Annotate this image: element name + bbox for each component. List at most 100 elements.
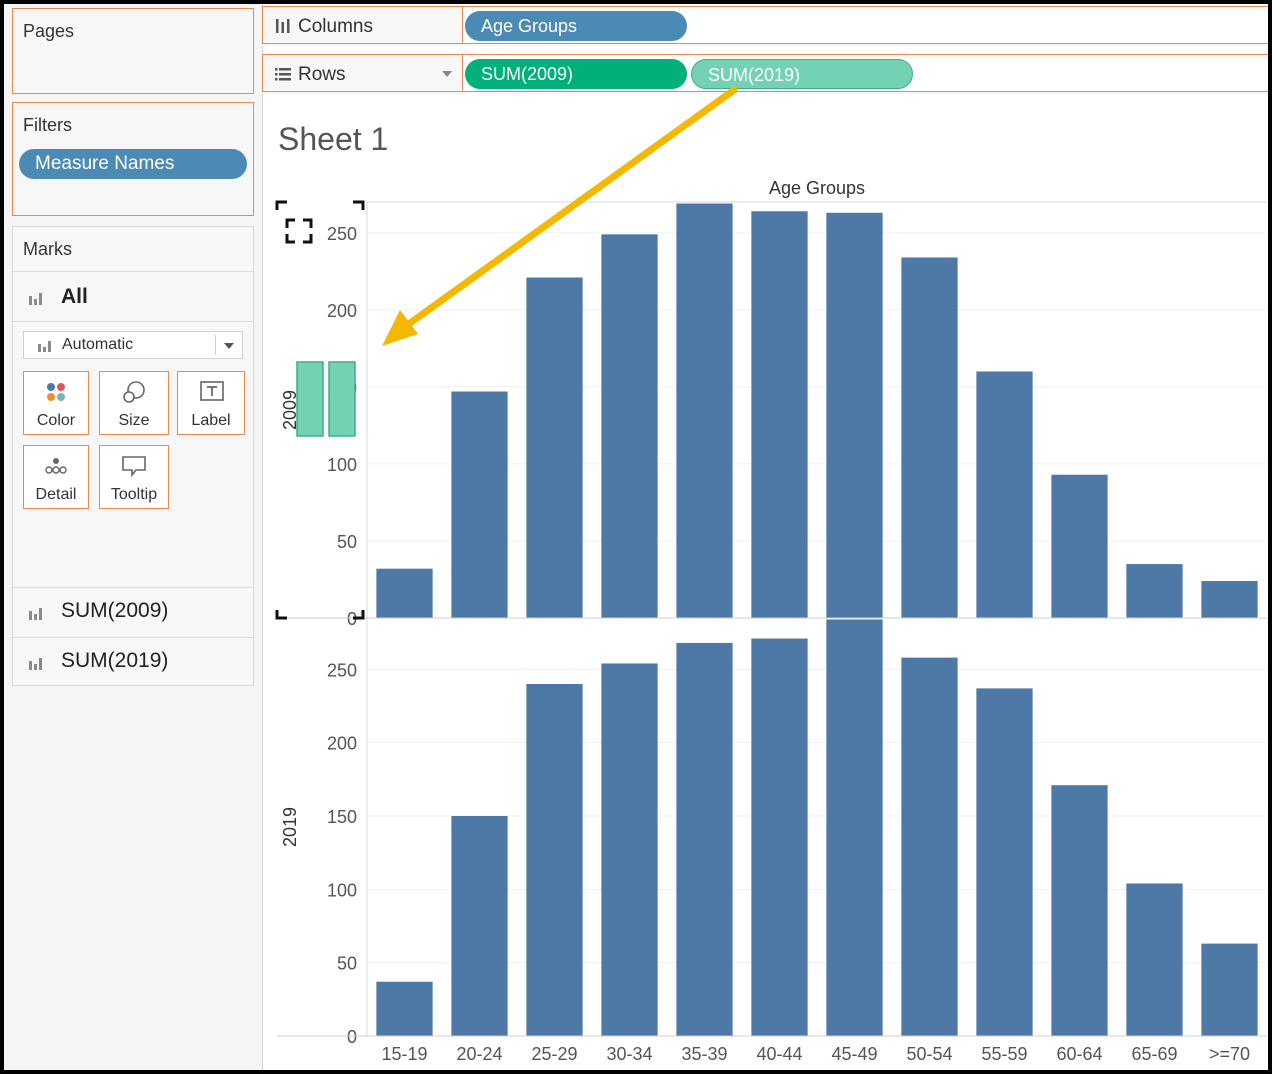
- y-tick-label: 50: [337, 532, 357, 552]
- sheet-title: Sheet 1: [278, 121, 388, 157]
- bar: [901, 257, 958, 618]
- expand-icon: [285, 218, 313, 244]
- bar: [601, 663, 658, 1036]
- x-tick-label: 35-39: [681, 1044, 727, 1064]
- y-tick-label: 50: [337, 954, 357, 974]
- bar: [526, 277, 583, 618]
- x-tick-label: 65-69: [1131, 1044, 1177, 1064]
- tooltip-button[interactable]: Tooltip: [99, 445, 169, 509]
- columns-icon: [276, 19, 290, 33]
- mark-type-dropdown[interactable]: Automatic: [23, 331, 243, 359]
- x-tick-label: 40-44: [756, 1044, 802, 1064]
- columns-drop-area[interactable]: Age Groups: [462, 6, 1268, 44]
- bar: [376, 568, 433, 618]
- rows-drop-area[interactable]: SUM(2009) SUM(2019): [462, 54, 1268, 92]
- x-tick-label: 55-59: [981, 1044, 1027, 1064]
- y-tick-label: 200: [327, 301, 357, 321]
- rows-icon: [275, 68, 291, 81]
- bar: [976, 371, 1033, 618]
- divider: [13, 587, 253, 588]
- columns-shelf: Columns Age Groups: [262, 6, 1268, 46]
- marks-all-row[interactable]: All: [13, 273, 253, 321]
- color-dots-icon: [47, 383, 65, 401]
- y-axis-title: 2009: [280, 390, 300, 430]
- marks-label: Marks: [23, 239, 72, 259]
- size-icon: [123, 381, 145, 403]
- bar-chart-icon: [29, 658, 42, 670]
- chevron-down-icon[interactable]: [442, 71, 452, 77]
- x-tick-label: 25-29: [531, 1044, 577, 1064]
- detail-button[interactable]: Detail: [23, 445, 89, 509]
- rows-pill-sum-2019[interactable]: SUM(2019): [691, 59, 913, 89]
- bar: [526, 684, 583, 1036]
- filter-pill-measure-names[interactable]: Measure Names: [19, 149, 247, 179]
- divider: [13, 271, 253, 272]
- worksheet-view: Sheet 1 Age Groups 0 50 100 150 200 250 2009 0 50…: [262, 102, 1268, 1070]
- bar-chart: Sheet 1 Age Groups 0 50 100 150 200 250 2009 0 50…: [275, 121, 1267, 1064]
- x-tick-label: 45-49: [831, 1044, 877, 1064]
- columns-shelf-label: Columns: [298, 16, 373, 37]
- y-tick-label: 250: [327, 224, 357, 244]
- column-header-label: Age Groups: [769, 178, 865, 198]
- filters-card[interactable]: Filters Measure Names: [12, 102, 254, 216]
- y-axis-title: 2019: [280, 807, 300, 847]
- dropdown-divider: [215, 335, 216, 355]
- detail-icon: [45, 458, 67, 474]
- pages-label: Pages: [23, 21, 75, 41]
- tooltip-icon: [122, 456, 146, 478]
- bar-chart-icon: [29, 293, 42, 305]
- bar: [1126, 564, 1183, 618]
- divider: [13, 637, 253, 638]
- x-tick-label: 15-19: [381, 1044, 427, 1064]
- y-tick-label: 100: [327, 880, 357, 900]
- x-tick-label: 30-34: [606, 1044, 652, 1064]
- y-tick-label: 0: [347, 609, 357, 629]
- marks-sum-2009-label: SUM(2009): [61, 599, 169, 622]
- bar-chart-icon: [38, 341, 51, 352]
- bar: [901, 657, 958, 1036]
- rows-shelf: Rows SUM(2009) SUM(2019): [262, 54, 1268, 94]
- rows-shelf-label-box: Rows: [262, 54, 462, 92]
- size-button[interactable]: Size: [99, 371, 169, 435]
- marks-sum-2019-row[interactable]: SUM(2019): [13, 639, 253, 687]
- divider: [13, 321, 253, 322]
- detail-button-label: Detail: [35, 486, 77, 503]
- bar: [451, 816, 508, 1036]
- label-icon: [200, 381, 224, 401]
- x-tick-label: 60-64: [1056, 1044, 1102, 1064]
- color-button[interactable]: Color: [23, 371, 89, 435]
- columns-pill-age-groups[interactable]: Age Groups: [465, 11, 687, 41]
- marks-sum-2009-row[interactable]: SUM(2009): [13, 589, 253, 637]
- mark-type-value: Automatic: [62, 336, 134, 353]
- bar: [751, 638, 808, 1036]
- bar: [826, 212, 883, 618]
- y-tick-label: 250: [327, 660, 357, 680]
- tooltip-button-label: Tooltip: [110, 486, 158, 503]
- bar: [676, 642, 733, 1036]
- bar: [1051, 785, 1108, 1036]
- bar: [601, 234, 658, 618]
- marks-card: Marks All Automatic: [12, 226, 254, 686]
- bar: [451, 391, 508, 618]
- size-button-label: Size: [118, 412, 150, 429]
- marks-all-label: All: [61, 285, 88, 308]
- y-tick-label: 150: [327, 807, 357, 827]
- bar: [1051, 474, 1108, 618]
- axis-selection-bracket: [275, 200, 365, 620]
- x-tick-label: 50-54: [906, 1044, 952, 1064]
- y-tick-label: 100: [327, 455, 357, 475]
- filters-label: Filters: [23, 115, 72, 135]
- rows-pill-sum-2009[interactable]: SUM(2009): [465, 59, 687, 89]
- bar: [751, 211, 808, 618]
- pages-card[interactable]: Pages: [12, 8, 254, 94]
- bar: [1126, 883, 1183, 1036]
- columns-shelf-label-box: Columns: [262, 6, 462, 44]
- label-button[interactable]: Label: [177, 371, 245, 435]
- bar: [676, 203, 733, 618]
- left-panel: Pages Filters Measure Names Marks All Au…: [4, 4, 263, 1070]
- drop-target-indicator: [296, 361, 324, 437]
- x-tick-label: 20-24: [456, 1044, 502, 1064]
- drop-target-indicator: [328, 361, 356, 437]
- bar: [376, 981, 433, 1036]
